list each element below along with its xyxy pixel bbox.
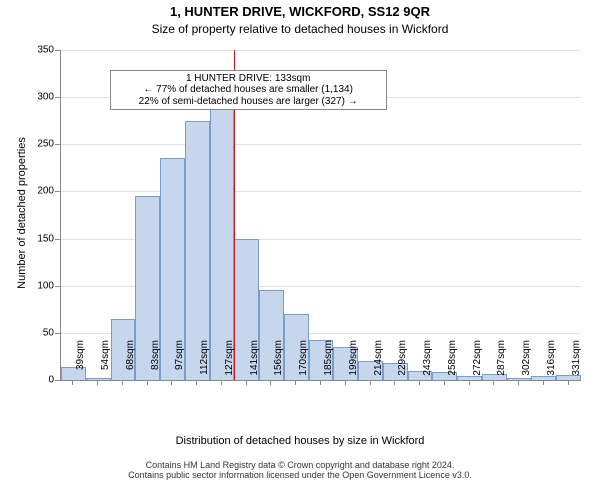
x-tick-label: 214sqm bbox=[373, 340, 384, 390]
y-tick-label: 150 bbox=[28, 233, 54, 244]
x-tick-label: 170sqm bbox=[298, 340, 309, 390]
chart-container: { "chart": { "type": "histogram", "title… bbox=[0, 0, 600, 500]
x-tick-label: 199sqm bbox=[348, 340, 359, 390]
y-tick-label: 0 bbox=[28, 375, 54, 386]
x-tick-label: 83sqm bbox=[150, 340, 161, 390]
x-tick-label: 127sqm bbox=[224, 340, 235, 390]
y-tick-label: 50 bbox=[28, 327, 54, 338]
y-tick-label: 250 bbox=[28, 139, 54, 150]
y-axis-label: Number of detached properties bbox=[16, 133, 28, 293]
y-tick-label: 350 bbox=[28, 45, 54, 56]
x-tick-label: 54sqm bbox=[100, 340, 111, 390]
x-tick-label: 302sqm bbox=[521, 340, 532, 390]
x-tick-label: 316sqm bbox=[546, 340, 557, 390]
chart-title: 1, HUNTER DRIVE, WICKFORD, SS12 9QR bbox=[0, 4, 600, 19]
x-axis-label: Distribution of detached houses by size … bbox=[0, 435, 600, 447]
x-tick-label: 185sqm bbox=[323, 340, 334, 390]
footer-line: Contains public sector information licen… bbox=[0, 470, 600, 480]
y-tick-label: 100 bbox=[28, 280, 54, 291]
x-tick-label: 331sqm bbox=[571, 340, 582, 390]
x-tick-label: 243sqm bbox=[422, 340, 433, 390]
chart-subtitle: Size of property relative to detached ho… bbox=[0, 22, 600, 36]
footer-line: Contains HM Land Registry data © Crown c… bbox=[0, 460, 600, 470]
annotation-line: 22% of semi-detached houses are larger (… bbox=[115, 96, 382, 108]
x-tick-label: 258sqm bbox=[447, 340, 458, 390]
x-tick-label: 97sqm bbox=[174, 340, 185, 390]
x-tick-label: 112sqm bbox=[199, 340, 210, 390]
x-tick-label: 141sqm bbox=[249, 340, 260, 390]
x-tick-label: 272sqm bbox=[472, 340, 483, 390]
x-tick-label: 156sqm bbox=[273, 340, 284, 390]
annotation-line: 1 HUNTER DRIVE: 133sqm bbox=[115, 73, 382, 85]
annotation-line: ← 77% of detached houses are smaller (1,… bbox=[115, 84, 382, 96]
annotation-box: 1 HUNTER DRIVE: 133sqm← 77% of detached … bbox=[110, 70, 387, 111]
y-tick-label: 300 bbox=[28, 92, 54, 103]
x-tick-label: 287sqm bbox=[496, 340, 507, 390]
x-tick-label: 229sqm bbox=[397, 340, 408, 390]
x-tick-label: 39sqm bbox=[75, 340, 86, 390]
footer: Contains HM Land Registry data © Crown c… bbox=[0, 460, 600, 480]
y-tick-label: 200 bbox=[28, 186, 54, 197]
x-tick-label: 68sqm bbox=[125, 340, 136, 390]
